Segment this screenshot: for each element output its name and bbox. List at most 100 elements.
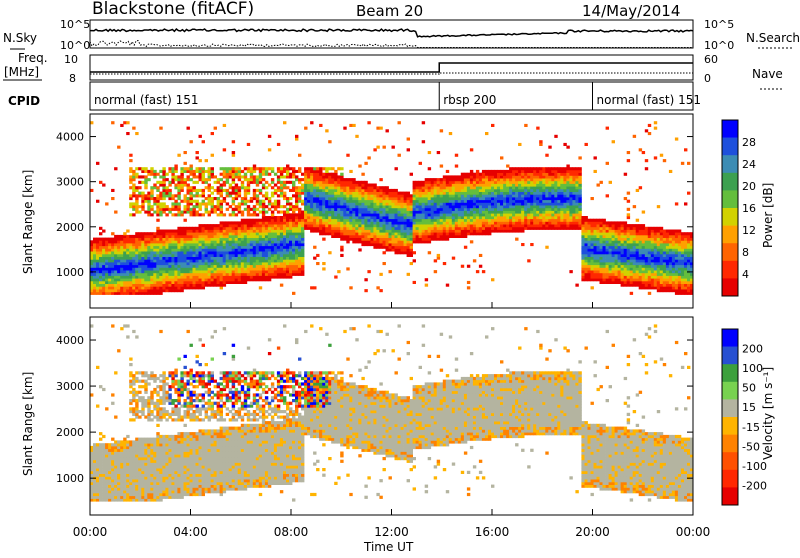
- power-cell: [226, 202, 229, 205]
- power-cell: [585, 238, 588, 241]
- power-cell: [591, 238, 594, 241]
- power-cell: [196, 181, 199, 184]
- power-cell: [521, 211, 524, 214]
- power-cell: [497, 202, 500, 205]
- power-cell: [132, 127, 135, 130]
- power-cell: [298, 232, 301, 235]
- power-cell: [316, 227, 319, 230]
- power-cell: [446, 227, 449, 230]
- power-cell: [401, 208, 404, 211]
- power-cell: [199, 262, 202, 265]
- power-cell: [554, 205, 557, 208]
- power-cell: [386, 238, 389, 241]
- power-cell: [135, 254, 138, 257]
- power-cell: [247, 262, 250, 265]
- power-cell: [280, 181, 283, 184]
- date-label: 14/May/2014: [582, 2, 680, 20]
- power-cell: [428, 181, 431, 184]
- power-cell: [301, 257, 304, 260]
- power-cell: [156, 238, 159, 241]
- power-cell: [102, 286, 105, 289]
- power-cell: [509, 170, 512, 173]
- power-cell: [153, 267, 156, 270]
- power-cell: [232, 213, 235, 216]
- power-cell: [147, 262, 150, 265]
- power-cell: [467, 192, 470, 195]
- power-cell: [214, 284, 217, 287]
- power-cell: [618, 243, 621, 246]
- power-cell: [389, 227, 392, 230]
- power-cell: [184, 205, 187, 208]
- power-cell: [208, 238, 211, 241]
- power-cell: [262, 257, 265, 260]
- power-cell: [422, 219, 425, 222]
- power-cell: [603, 251, 606, 254]
- power-cell: [214, 189, 217, 192]
- power-cell: [232, 235, 235, 238]
- power-cell: [174, 254, 177, 257]
- power-cell: [428, 240, 431, 243]
- power-cell: [494, 202, 497, 205]
- power-cell: [277, 178, 280, 181]
- power-cell: [488, 202, 491, 205]
- power-cell: [600, 262, 603, 265]
- power-cell: [488, 170, 491, 173]
- power-cell: [150, 238, 153, 241]
- power-cell: [244, 262, 247, 265]
- power-cell: [392, 230, 395, 233]
- power-cell: [253, 257, 256, 260]
- power-cell: [428, 167, 431, 170]
- power-cell: [111, 289, 114, 292]
- power-cell: [530, 205, 533, 208]
- power-cell: [295, 208, 298, 211]
- power-cell: [386, 200, 389, 203]
- power-cell: [147, 211, 150, 214]
- power-cell: [322, 238, 325, 241]
- power-cell: [141, 265, 144, 268]
- power-cell: [235, 170, 238, 173]
- power-cell: [256, 208, 259, 211]
- power-cell: [313, 227, 316, 230]
- power-cell: [349, 194, 352, 197]
- power-cell: [491, 181, 494, 184]
- power-cell: [156, 230, 159, 233]
- power-cell: [129, 276, 132, 279]
- power-cell: [150, 257, 153, 260]
- power-cell: [298, 251, 301, 254]
- power-cell: [316, 213, 319, 216]
- power-cell: [180, 270, 183, 273]
- power-cell: [120, 235, 123, 238]
- power-cell: [470, 186, 473, 189]
- power-cell: [301, 200, 304, 203]
- power-cell: [434, 208, 437, 211]
- power-cell: [223, 270, 226, 273]
- power-cell: [184, 281, 187, 284]
- power-cell: [401, 235, 404, 238]
- power-cell: [187, 189, 190, 192]
- power-cell: [530, 194, 533, 197]
- power-cell: [108, 289, 111, 292]
- power-cell: [527, 221, 530, 224]
- power-cell: [268, 184, 271, 187]
- power-cell: [407, 213, 410, 216]
- power-cell: [220, 189, 223, 192]
- power-cell: [545, 213, 548, 216]
- power-cell: [253, 240, 256, 243]
- power-cell: [244, 276, 247, 279]
- power-cell: [307, 189, 310, 192]
- power-cell: [238, 202, 241, 205]
- power-cell: [280, 257, 283, 260]
- power-cell: [244, 208, 247, 211]
- power-cell: [340, 246, 343, 249]
- power-cell: [376, 194, 379, 197]
- power-cell: [283, 221, 286, 224]
- power-cell: [238, 211, 241, 214]
- power-cell: [298, 219, 301, 222]
- power-cell: [159, 262, 162, 265]
- power-cell: [223, 167, 226, 170]
- power-cell: [129, 281, 132, 284]
- power-cell: [211, 211, 214, 214]
- power-cell: [539, 192, 542, 195]
- power-cell: [386, 213, 389, 216]
- power-cell: [226, 254, 229, 257]
